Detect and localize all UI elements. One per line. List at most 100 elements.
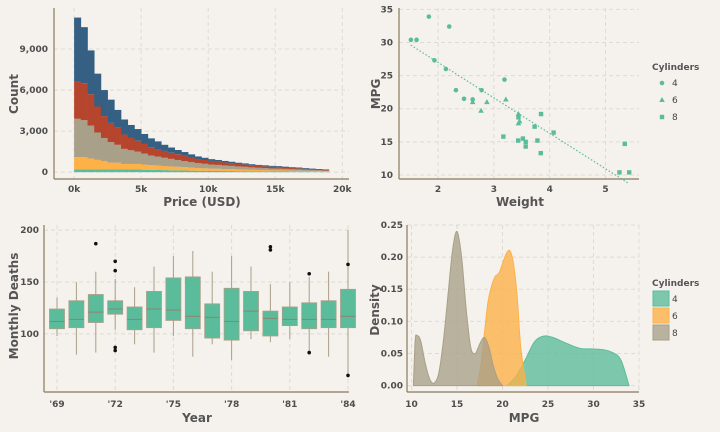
scatter-point-cyl-8 bbox=[515, 138, 521, 143]
scatter-point-cyl-8 bbox=[523, 139, 528, 145]
scatter-legend-label: 8 bbox=[672, 113, 678, 123]
histogram-bar-very-good bbox=[80, 120, 88, 158]
scatter-point-cyl-6 bbox=[515, 111, 522, 117]
histogram-bar-very-good bbox=[181, 161, 189, 168]
histogram-bar-fair bbox=[268, 171, 276, 173]
boxplot-outlier bbox=[346, 373, 350, 378]
histogram-bar-premium bbox=[214, 161, 222, 165]
boxplot-box bbox=[146, 290, 162, 329]
histogram-bar-premium bbox=[161, 150, 169, 158]
histogram-bar-ideal bbox=[161, 144, 169, 151]
histogram-bar-premium bbox=[308, 169, 316, 171]
boxplot-box bbox=[165, 277, 182, 321]
boxplot-box bbox=[340, 288, 356, 329]
histogram-bar-fair bbox=[194, 170, 202, 173]
scatter-point-cyl-8 bbox=[622, 141, 627, 147]
histogram-bar-fair bbox=[127, 169, 135, 173]
histogram-bar-ideal bbox=[288, 167, 296, 169]
histogram-x-label: Price (USD) bbox=[163, 195, 241, 209]
histogram-bar-ideal bbox=[188, 154, 196, 158]
histogram-bar-ideal bbox=[194, 156, 202, 160]
boxplot-outlier bbox=[113, 345, 117, 350]
histogram-bar-good bbox=[248, 169, 256, 172]
boxplot-box bbox=[320, 300, 337, 329]
histogram-bar-premium bbox=[94, 106, 102, 133]
histogram-bar-premium bbox=[255, 165, 263, 168]
density-x-tick: 20 bbox=[496, 400, 509, 410]
histogram-bar-ideal bbox=[134, 129, 142, 141]
histogram-bar-ideal bbox=[255, 164, 263, 166]
histogram-bar-fair bbox=[221, 171, 229, 173]
scatter-x-tick: 5 bbox=[602, 185, 608, 195]
histogram-bar-good bbox=[275, 170, 283, 172]
histogram-bar-very-good bbox=[214, 164, 222, 169]
boxplot-y-label: Monthly Deaths bbox=[7, 253, 21, 360]
scatter-y-tick: 35 bbox=[380, 5, 393, 15]
scatter-point-cyl-8 bbox=[501, 134, 506, 139]
histogram-bar-good bbox=[208, 168, 216, 171]
histogram-bar-good bbox=[74, 157, 82, 170]
histogram-bar-good bbox=[201, 168, 209, 171]
histogram-bar-very-good bbox=[100, 137, 108, 162]
histogram-bar-fair bbox=[281, 171, 289, 173]
density-x-tick: 35 bbox=[633, 400, 646, 410]
histogram-bar-good bbox=[268, 170, 276, 172]
histogram-bar-premium bbox=[114, 127, 122, 145]
scatter-x-tick: 4 bbox=[547, 185, 553, 195]
histogram-bar-fair bbox=[147, 169, 155, 173]
histogram-bar-premium bbox=[302, 168, 310, 170]
histogram-bar-good bbox=[295, 170, 303, 172]
boxplot-box bbox=[126, 306, 143, 331]
histogram-bar-fair bbox=[261, 171, 269, 173]
density-x-tick: 30 bbox=[587, 400, 600, 410]
boxplot-outlier bbox=[113, 259, 117, 264]
histogram-bar-very-good bbox=[201, 163, 209, 169]
scatter-point-cyl-4 bbox=[426, 14, 432, 19]
histogram-bar-ideal bbox=[100, 90, 108, 117]
histogram-bar-good bbox=[147, 165, 155, 170]
density-y-tick: 0.20 bbox=[381, 253, 403, 263]
boxplot-box bbox=[281, 306, 298, 327]
histogram-bar-premium bbox=[87, 94, 95, 126]
histogram-bar-good bbox=[235, 169, 243, 172]
histogram-x-tick: 15k bbox=[266, 185, 286, 195]
boxplot-outlier bbox=[307, 271, 312, 276]
scatter-x-tick: 2 bbox=[435, 185, 441, 195]
histogram-bar-very-good bbox=[281, 168, 289, 171]
histogram-bar-fair bbox=[288, 171, 296, 173]
histogram-bar-premium bbox=[295, 168, 303, 170]
histogram-bar-premium bbox=[201, 159, 209, 164]
scatter-point-cyl-8 bbox=[538, 150, 543, 156]
histogram-bar-ideal bbox=[127, 124, 135, 138]
density-x-tick: 25 bbox=[542, 400, 555, 410]
scatter-legend-key-8 bbox=[659, 114, 665, 120]
histogram-bar-good bbox=[167, 166, 175, 171]
scatter-point-cyl-4 bbox=[443, 66, 449, 72]
histogram-bar-good bbox=[134, 163, 142, 170]
histogram-x-tick: 0k bbox=[68, 185, 81, 195]
histogram-bar-ideal bbox=[154, 141, 162, 150]
histogram-bar-fair bbox=[100, 169, 108, 173]
histogram-bar-good bbox=[221, 169, 229, 172]
histogram-bar-fair bbox=[167, 170, 175, 173]
histogram-bar-very-good bbox=[255, 167, 263, 170]
density-y-tick: 0.25 bbox=[381, 221, 403, 231]
histogram-bar-good bbox=[288, 170, 296, 172]
boxplot-outlier bbox=[268, 248, 273, 252]
histogram-bar-very-good bbox=[188, 162, 196, 168]
histogram-bar-very-good bbox=[241, 166, 249, 170]
histogram-bar-ideal bbox=[208, 159, 216, 161]
histogram-bar-premium bbox=[154, 149, 162, 157]
histogram-bar-good bbox=[174, 166, 182, 171]
boxplot-x-tick: '81 bbox=[282, 400, 297, 410]
histogram-bar-very-good bbox=[322, 170, 330, 172]
histogram-bar-fair bbox=[201, 170, 209, 173]
histogram-bar-premium bbox=[181, 155, 189, 162]
histogram-bar-very-good bbox=[248, 167, 256, 170]
histogram-bar-ideal bbox=[248, 164, 256, 166]
histogram-bar-premium bbox=[188, 157, 196, 163]
scatter-point-cyl-8 bbox=[551, 130, 556, 135]
histogram-bar-good bbox=[302, 170, 310, 172]
histogram-bar-very-good bbox=[154, 156, 162, 166]
